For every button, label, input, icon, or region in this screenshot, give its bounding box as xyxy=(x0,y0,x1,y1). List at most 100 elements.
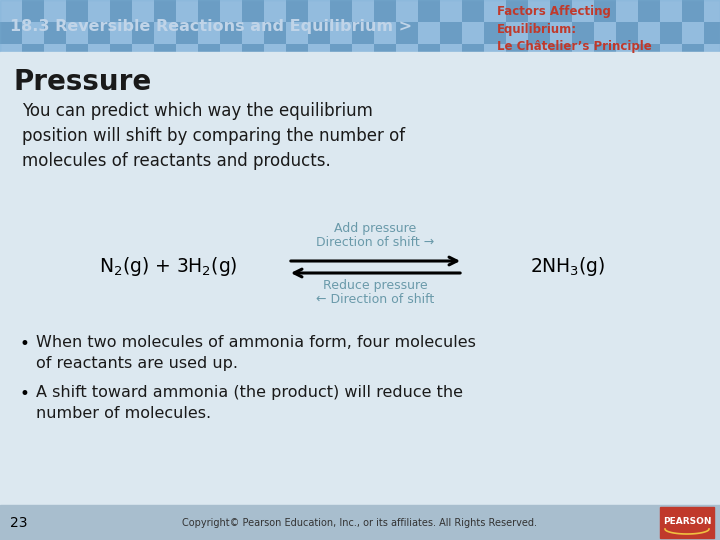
Bar xyxy=(22,44,44,66)
Bar xyxy=(330,22,352,44)
Bar xyxy=(88,22,110,44)
Bar xyxy=(660,22,682,44)
Bar xyxy=(704,44,720,66)
Bar xyxy=(176,44,198,66)
Bar xyxy=(286,22,308,44)
Bar xyxy=(352,22,374,44)
Bar xyxy=(594,44,616,66)
Bar xyxy=(308,0,330,22)
Text: You can predict which way the equilibrium
position will shift by comparing the n: You can predict which way the equilibriu… xyxy=(22,102,405,170)
Bar xyxy=(88,44,110,66)
Bar xyxy=(88,0,110,22)
Bar xyxy=(440,0,462,22)
Bar xyxy=(22,22,44,44)
Text: When two molecules of ammonia form, four molecules
of reactants are used up.: When two molecules of ammonia form, four… xyxy=(36,335,476,371)
Bar xyxy=(594,22,616,44)
Bar xyxy=(242,44,264,66)
Bar xyxy=(44,44,66,66)
Bar xyxy=(132,44,154,66)
Bar xyxy=(132,0,154,22)
Bar xyxy=(264,22,286,44)
Text: 2NH$_3$(g): 2NH$_3$(g) xyxy=(531,254,606,278)
Bar xyxy=(154,22,176,44)
Bar xyxy=(462,44,484,66)
Bar xyxy=(616,0,638,22)
Bar xyxy=(176,22,198,44)
Bar xyxy=(44,22,66,44)
Bar xyxy=(506,0,528,22)
Text: 23: 23 xyxy=(10,516,27,530)
Bar xyxy=(110,22,132,44)
Bar xyxy=(0,505,720,540)
Bar xyxy=(220,0,242,22)
Bar xyxy=(154,44,176,66)
Bar xyxy=(264,44,286,66)
Bar xyxy=(462,0,484,22)
Bar xyxy=(154,0,176,22)
Bar xyxy=(506,22,528,44)
Bar xyxy=(0,22,22,44)
Bar xyxy=(0,0,22,22)
Bar xyxy=(352,44,374,66)
Bar xyxy=(572,22,594,44)
Bar xyxy=(352,0,374,22)
Bar xyxy=(484,44,506,66)
Bar xyxy=(616,44,638,66)
Bar xyxy=(528,22,550,44)
Bar xyxy=(330,0,352,22)
Bar xyxy=(396,0,418,22)
Bar xyxy=(110,0,132,22)
Text: PEARSON: PEARSON xyxy=(662,517,711,526)
Bar xyxy=(286,0,308,22)
Bar xyxy=(110,44,132,66)
Bar xyxy=(418,44,440,66)
Bar xyxy=(132,22,154,44)
Text: Add pressure: Add pressure xyxy=(334,222,416,235)
Bar xyxy=(66,22,88,44)
Bar xyxy=(198,0,220,22)
Bar xyxy=(308,22,330,44)
Bar xyxy=(264,0,286,22)
Bar xyxy=(198,22,220,44)
Bar xyxy=(374,22,396,44)
Bar xyxy=(528,44,550,66)
Bar xyxy=(374,0,396,22)
Bar xyxy=(704,0,720,22)
Bar xyxy=(660,507,714,538)
Bar xyxy=(66,0,88,22)
Bar xyxy=(0,0,720,52)
Bar xyxy=(528,0,550,22)
Bar xyxy=(550,0,572,22)
Text: 18.3 Reversible Reactions and Equilibrium >: 18.3 Reversible Reactions and Equilibriu… xyxy=(10,18,412,33)
Bar xyxy=(484,0,506,22)
Text: Direction of shift →: Direction of shift → xyxy=(316,236,434,249)
Bar xyxy=(418,0,440,22)
Bar xyxy=(682,22,704,44)
Bar xyxy=(330,44,352,66)
Bar xyxy=(550,44,572,66)
Bar xyxy=(198,44,220,66)
Bar xyxy=(396,44,418,66)
Bar xyxy=(242,22,264,44)
Bar xyxy=(616,22,638,44)
Text: N$_2$(g) + 3H$_2$(g): N$_2$(g) + 3H$_2$(g) xyxy=(99,254,238,278)
Bar xyxy=(638,22,660,44)
Text: Factors Affecting
Equilibrium:
Le Châtelier’s Principle: Factors Affecting Equilibrium: Le Châtel… xyxy=(497,5,652,53)
Bar xyxy=(308,44,330,66)
Bar xyxy=(704,22,720,44)
Bar xyxy=(440,22,462,44)
Bar xyxy=(572,44,594,66)
Bar xyxy=(594,0,616,22)
Text: ← Direction of shift: ← Direction of shift xyxy=(316,293,434,306)
Bar xyxy=(440,44,462,66)
Bar xyxy=(638,44,660,66)
Bar xyxy=(506,44,528,66)
Bar xyxy=(66,44,88,66)
Bar xyxy=(220,22,242,44)
Bar xyxy=(682,44,704,66)
Bar xyxy=(286,44,308,66)
Bar xyxy=(0,44,22,66)
Bar xyxy=(638,0,660,22)
Bar xyxy=(22,0,44,22)
Bar xyxy=(374,44,396,66)
